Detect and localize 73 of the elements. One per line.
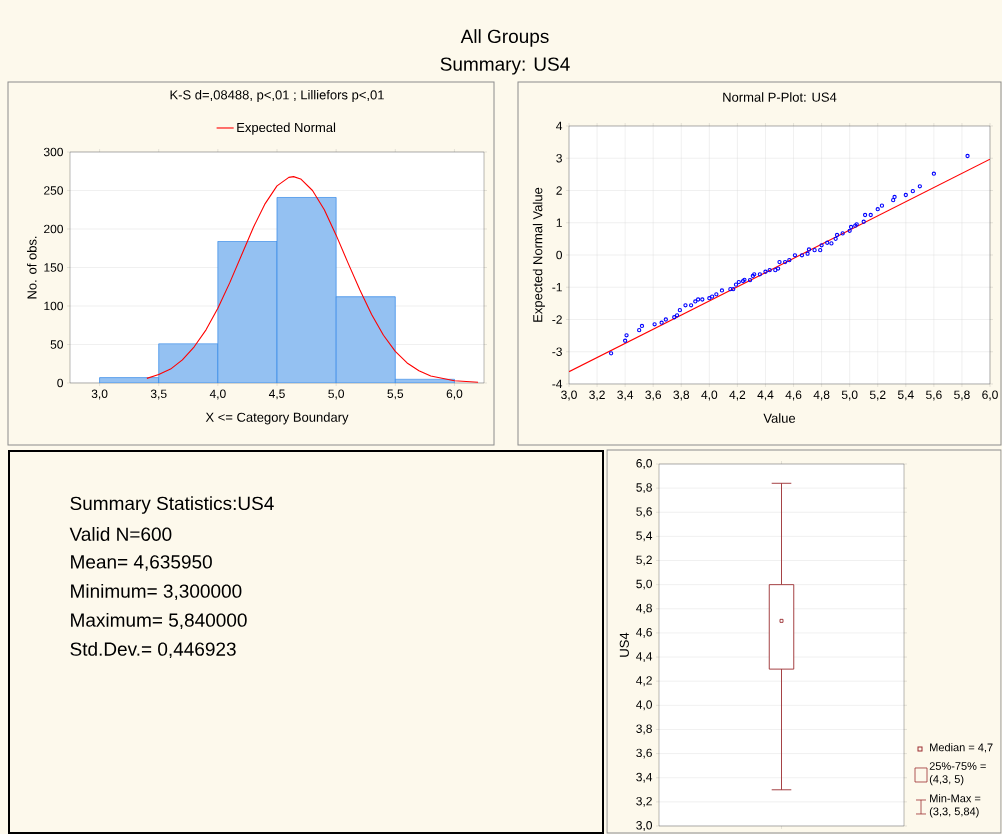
y-tick-label: 5,8 bbox=[636, 483, 652, 494]
x-tick-label: 3,4 bbox=[617, 390, 634, 401]
text: Std.Dev.= 0,446923 bbox=[70, 641, 236, 659]
y-tick-label: 300 bbox=[43, 147, 63, 157]
x-tick-label: 3,0 bbox=[91, 389, 108, 400]
y-tick-label: 5,4 bbox=[636, 531, 653, 542]
y-axis-title: Expected Normal Value bbox=[532, 187, 545, 322]
y-tick-label: 200 bbox=[44, 224, 63, 234]
y-axis-title: US4 bbox=[619, 632, 629, 657]
x-tick-label: 4,0 bbox=[701, 390, 718, 401]
y-tick-label: 250 bbox=[44, 186, 63, 195]
x-tick-label: 4,8 bbox=[813, 390, 830, 401]
y-tick-label: 3,4 bbox=[636, 772, 653, 783]
text: Valid N=600 bbox=[69, 527, 172, 541]
y-tick-label: -2 bbox=[552, 315, 562, 324]
text: 25%-75% = (4,3, 5) bbox=[929, 762, 986, 786]
text: Minimum= 3,300000 bbox=[71, 583, 242, 601]
y-tick-label: -3 bbox=[552, 347, 562, 356]
y-tick-label: 5,0 bbox=[636, 579, 653, 590]
x-tick-label: 4,0 bbox=[209, 389, 226, 400]
y-tick-label: 4 bbox=[556, 121, 563, 131]
x-tick-label: 5,2 bbox=[869, 390, 886, 401]
y-tick-label: 3,0 bbox=[636, 821, 653, 831]
y-tick-label: 0 bbox=[57, 378, 64, 388]
y-tick-label: 5,2 bbox=[636, 555, 652, 566]
y-tick-label: 3 bbox=[556, 154, 562, 163]
y-tick-label: 5,6 bbox=[636, 507, 652, 518]
y-tick-label: 4,2 bbox=[636, 676, 652, 687]
y-tick-label: 50 bbox=[50, 340, 64, 349]
y-tick-label: 100 bbox=[44, 301, 63, 311]
x-tick-label: 6,0 bbox=[982, 390, 998, 401]
y-axis-title: No. of obs. bbox=[27, 236, 37, 299]
x-tick-label: 3,8 bbox=[673, 390, 690, 401]
x-tick-label: 4,4 bbox=[757, 390, 774, 401]
text: Summary Statistics:US4 bbox=[70, 496, 274, 514]
text: Summary: US4 bbox=[440, 57, 570, 75]
text: Median = 4,7 bbox=[930, 743, 993, 753]
x-tick-label: 5,5 bbox=[387, 389, 404, 400]
y-tick-label: 0 bbox=[556, 250, 563, 260]
x-tick-label: 3,2 bbox=[589, 390, 605, 401]
chart-title: K-S d=,08488, p<,01 ; Lilliefors p<,01 bbox=[170, 89, 384, 103]
text: Min-Max = (3,3, 5,84) bbox=[929, 794, 981, 818]
y-tick-label: 4,0 bbox=[636, 700, 653, 711]
y-tick-label: 4,6 bbox=[636, 627, 652, 638]
y-tick-label: 3,2 bbox=[636, 796, 652, 807]
x-tick-label: 5,6 bbox=[926, 390, 942, 401]
x-axis-title: Value bbox=[763, 413, 796, 423]
x-tick-label: 5,4 bbox=[897, 390, 914, 401]
x-tick-label: 5,0 bbox=[841, 390, 858, 401]
y-tick-label: -4 bbox=[552, 379, 563, 389]
x-tick-label: 3,5 bbox=[150, 389, 167, 400]
y-tick-label: 3,8 bbox=[636, 724, 652, 735]
x-tick-label: 4,5 bbox=[268, 389, 285, 400]
y-tick-label: 6,0 bbox=[636, 459, 653, 469]
y-tick-label: 1 bbox=[556, 218, 562, 227]
y-tick-label: 150 bbox=[44, 263, 63, 272]
text: Mean= 4,635950 bbox=[71, 555, 212, 571]
text: Maximum= 5,840000 bbox=[71, 612, 247, 630]
y-tick-label: 2 bbox=[556, 186, 562, 195]
y-tick-label: 4,8 bbox=[636, 603, 652, 614]
x-tick-label: 5,8 bbox=[954, 390, 970, 401]
chart-title: Normal P-Plot: US4 bbox=[723, 92, 837, 102]
x-tick-label: 5,0 bbox=[328, 389, 345, 400]
x-tick-label: 4,6 bbox=[785, 390, 802, 401]
text: All Groups bbox=[460, 29, 549, 47]
x-tick-label: 3,6 bbox=[645, 390, 662, 401]
y-tick-label: 4,4 bbox=[636, 652, 653, 662]
x-tick-label: 4,2 bbox=[729, 390, 746, 401]
y-tick-label: -1 bbox=[552, 283, 562, 292]
y-tick-label: 3,6 bbox=[636, 748, 652, 759]
x-axis-title: X <= Category Boundary bbox=[205, 412, 349, 425]
legend-label: Expected Normal bbox=[237, 122, 336, 135]
x-tick-label: 6,0 bbox=[446, 389, 463, 400]
